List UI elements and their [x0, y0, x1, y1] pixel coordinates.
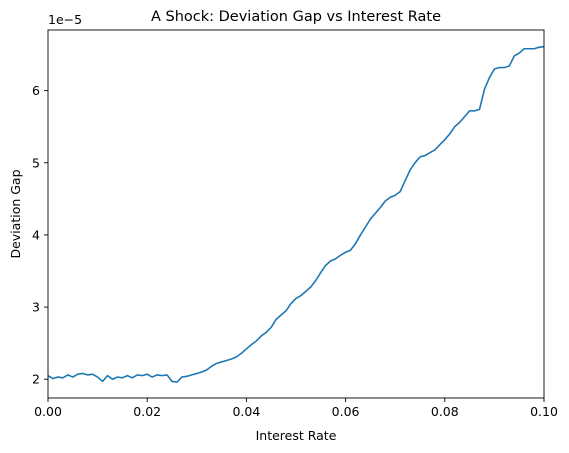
y-tick-label: 6 — [32, 83, 40, 98]
axes-frame — [47, 29, 545, 399]
y-axis-label: Deviation Gap — [8, 169, 23, 258]
x-tick-label: 0.00 — [34, 404, 62, 419]
y-tick-label: 3 — [32, 300, 40, 315]
y-axis-ticks: 2 3 4 5 6 — [32, 83, 48, 387]
chart-title: A Shock: Deviation Gap vs Interest Rate — [151, 9, 441, 25]
deviation-gap-line — [47, 45, 545, 383]
y-tick-label: 5 — [32, 155, 40, 170]
x-axis-ticks: 0.00 0.02 0.04 0.06 0.08 0.10 — [34, 398, 558, 419]
x-tick-label: 0.06 — [332, 404, 360, 419]
x-axis-label: Interest Rate — [256, 428, 337, 443]
x-tick-label: 0.02 — [133, 404, 161, 419]
x-tick-label: 0.10 — [530, 404, 558, 419]
x-tick-label: 0.04 — [232, 404, 260, 419]
x-tick-label: 0.08 — [431, 404, 459, 419]
y-tick-label: 4 — [32, 227, 40, 242]
y-offset-label: 1e−5 — [48, 12, 82, 27]
plot-area — [48, 30, 544, 398]
y-tick-label: 2 — [32, 372, 40, 387]
